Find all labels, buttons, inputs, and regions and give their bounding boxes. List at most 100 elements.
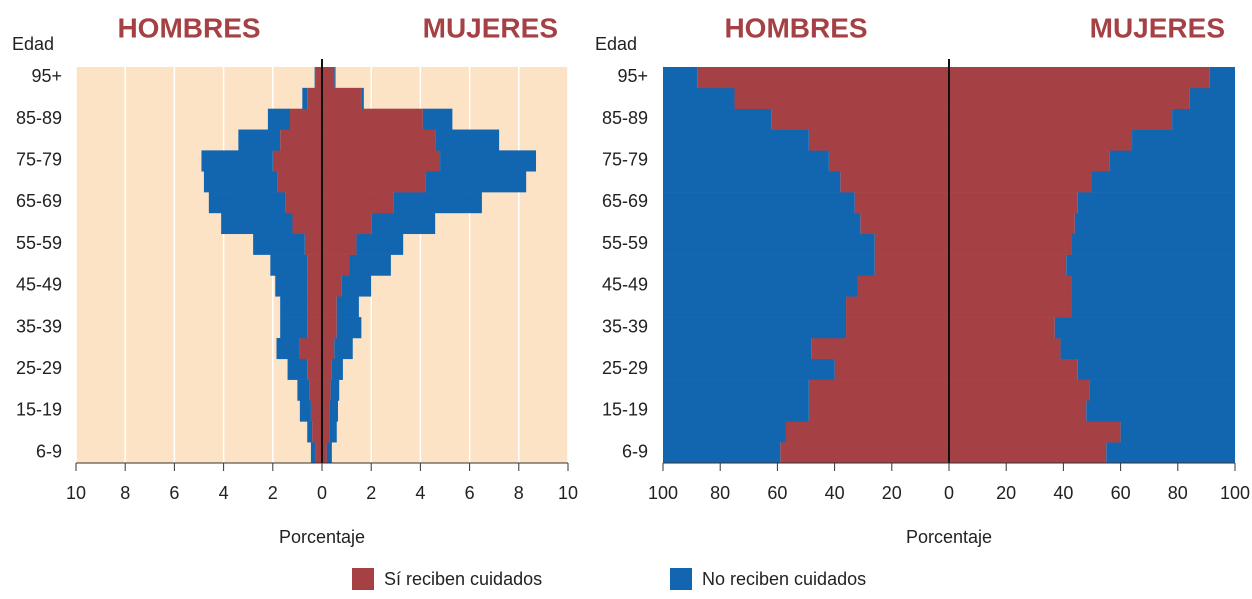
bar xyxy=(663,192,855,214)
bar xyxy=(1071,275,1235,297)
bar xyxy=(201,150,273,172)
bar xyxy=(1189,87,1235,109)
y-tick-label: 65-69 xyxy=(16,191,62,211)
bar xyxy=(330,379,340,401)
y-tick-label: 35-39 xyxy=(602,316,648,336)
x-tick-label: 4 xyxy=(219,483,229,503)
bar xyxy=(663,421,786,443)
bar xyxy=(949,379,1090,401)
x-tick-label: 4 xyxy=(415,483,425,503)
bar xyxy=(329,400,338,422)
bar xyxy=(422,108,453,130)
bar xyxy=(663,212,861,235)
y-tick-label: 65-69 xyxy=(602,191,648,211)
bar xyxy=(697,67,949,89)
x-tick-label: 0 xyxy=(944,483,954,503)
bar xyxy=(949,442,1107,464)
bar xyxy=(834,358,949,380)
bar xyxy=(663,400,809,422)
bar xyxy=(663,87,735,109)
bar xyxy=(811,337,949,360)
bar xyxy=(326,442,332,464)
x-tick-label: 8 xyxy=(514,483,524,503)
bar xyxy=(1054,317,1235,339)
bar xyxy=(1066,254,1235,276)
bar xyxy=(292,212,322,235)
bar xyxy=(663,275,858,297)
bar xyxy=(267,108,291,130)
bar xyxy=(312,421,322,443)
bar xyxy=(663,358,835,380)
x-tick-label: 40 xyxy=(1053,483,1073,503)
bar xyxy=(322,171,426,193)
bar xyxy=(1092,171,1235,193)
bar xyxy=(307,275,322,297)
bar xyxy=(771,108,949,130)
bar xyxy=(663,150,829,172)
bar xyxy=(322,442,327,464)
bar xyxy=(304,233,322,255)
bar xyxy=(1106,442,1235,464)
bar xyxy=(663,296,847,318)
right-title: MUJERES xyxy=(1090,12,1225,43)
bar xyxy=(322,358,332,380)
y-axis-title: Edad xyxy=(595,34,637,54)
bar xyxy=(828,150,949,172)
bar xyxy=(356,233,404,255)
bar xyxy=(314,67,316,89)
bar xyxy=(785,421,949,443)
bar xyxy=(322,317,337,339)
bar xyxy=(949,296,1072,318)
x-tick-label: 40 xyxy=(825,483,845,503)
bar xyxy=(949,192,1078,214)
bar xyxy=(280,317,308,339)
bar xyxy=(322,233,357,255)
x-axis-title: Porcentaje xyxy=(906,527,992,547)
bar xyxy=(949,421,1121,443)
x-tick-label: 10 xyxy=(66,483,86,503)
x-tick-label: 10 xyxy=(558,483,578,503)
bar xyxy=(949,129,1133,151)
bar xyxy=(1089,379,1235,401)
bar xyxy=(440,150,537,172)
y-tick-label: 95+ xyxy=(31,66,62,86)
bar xyxy=(949,275,1072,297)
bar xyxy=(208,192,286,214)
bar xyxy=(1077,358,1235,380)
bar xyxy=(663,233,875,255)
bar xyxy=(290,108,322,130)
legend-swatch xyxy=(352,568,374,590)
bar xyxy=(663,254,875,276)
bar xyxy=(1132,129,1235,151)
bar xyxy=(663,337,812,360)
bar xyxy=(1086,400,1235,422)
bar xyxy=(808,400,949,422)
bar xyxy=(425,171,527,193)
bar xyxy=(310,442,316,464)
left-title: HOMBRES xyxy=(724,12,867,43)
bar xyxy=(349,254,391,276)
bar xyxy=(949,400,1087,422)
bar xyxy=(663,108,772,130)
right-title: MUJERES xyxy=(423,12,558,43)
x-axis-title: Porcentaje xyxy=(279,527,365,547)
bar xyxy=(846,317,949,339)
bar xyxy=(334,67,336,89)
bar xyxy=(221,212,293,235)
bar xyxy=(322,254,350,276)
bar xyxy=(307,358,322,380)
bar xyxy=(299,400,311,422)
bar xyxy=(663,171,841,193)
bar xyxy=(949,233,1072,255)
bar xyxy=(299,337,322,360)
x-tick-label: 100 xyxy=(1220,483,1250,503)
legend-swatch xyxy=(670,568,692,590)
bar xyxy=(1060,337,1235,360)
bar xyxy=(322,150,441,172)
bar xyxy=(854,192,949,214)
bar xyxy=(663,442,781,464)
bar xyxy=(1172,108,1235,130)
y-tick-label: 6-9 xyxy=(622,441,648,461)
x-tick-label: 100 xyxy=(648,483,678,503)
x-tick-label: 6 xyxy=(169,483,179,503)
